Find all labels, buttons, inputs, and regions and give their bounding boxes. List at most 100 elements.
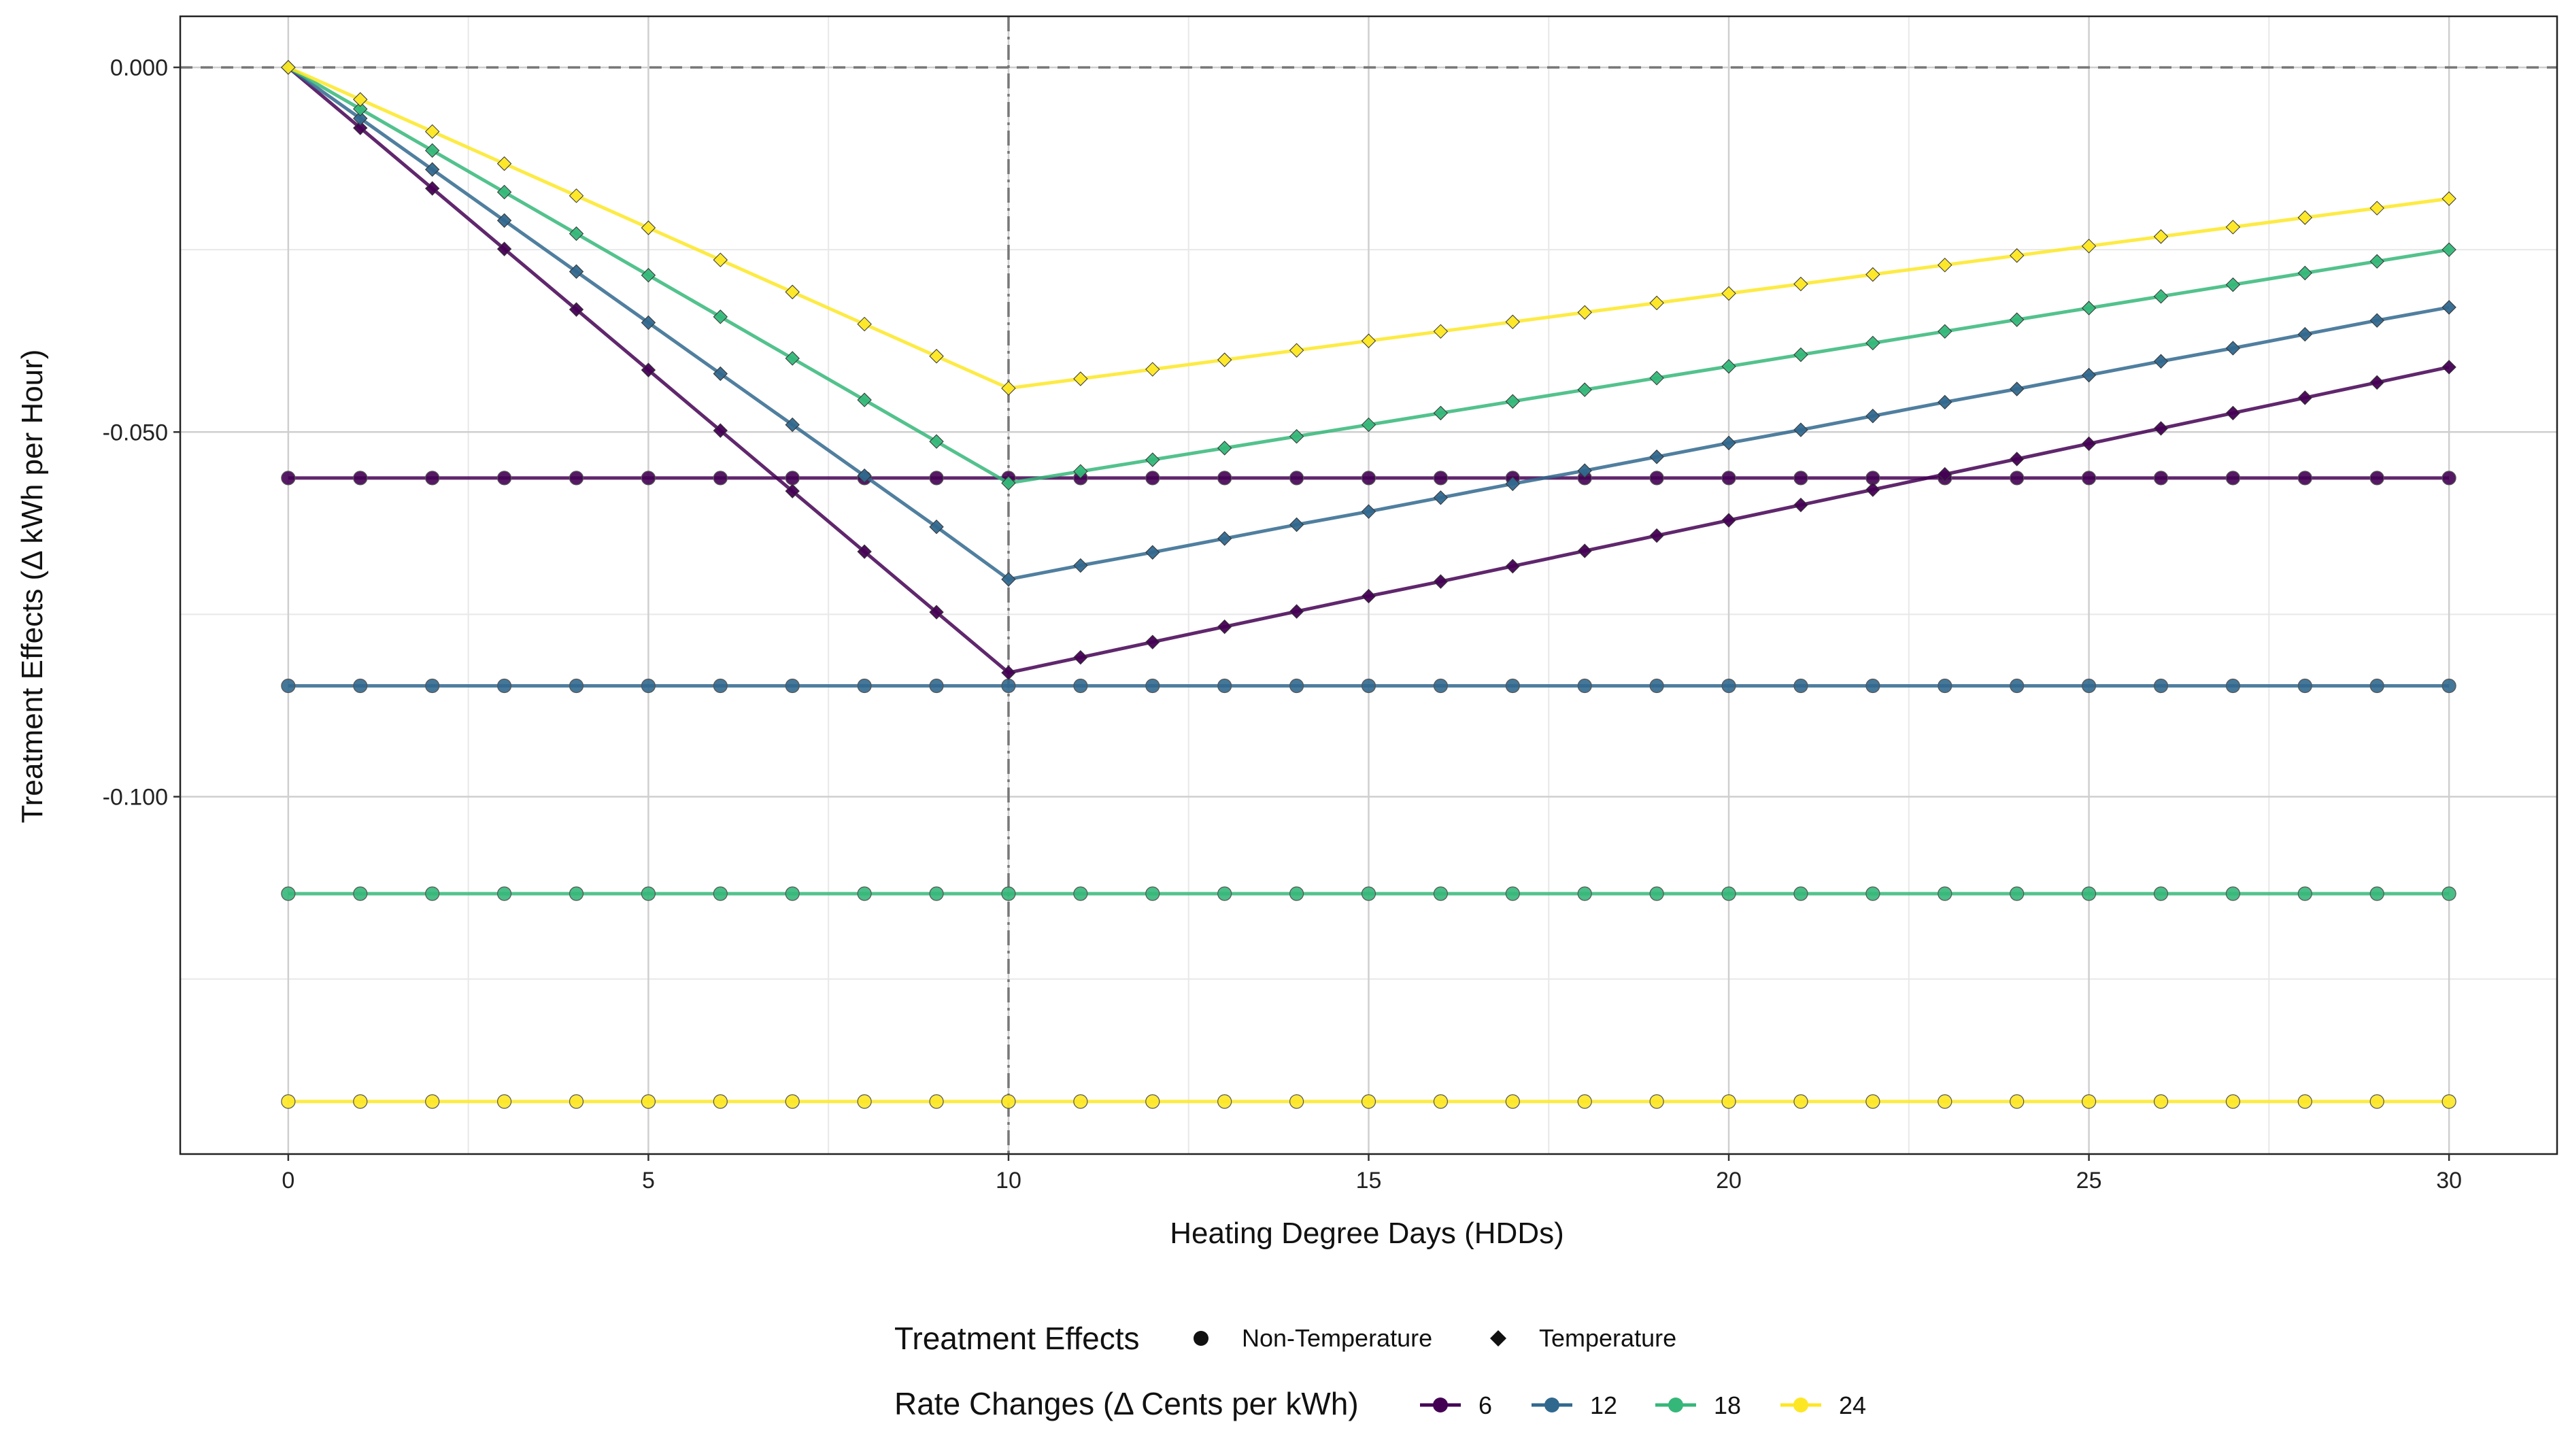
data-point-diamond <box>2081 239 2097 254</box>
reference-lines <box>180 16 2557 1154</box>
data-point-diamond <box>1505 558 1521 574</box>
data-point-diamond <box>2441 300 2456 315</box>
data-point-diamond <box>281 60 296 75</box>
legend-shape-label: Non-Temperature <box>1242 1324 1432 1352</box>
data-point-circle <box>1721 678 1736 694</box>
data-point-circle <box>1361 886 1376 901</box>
data-point-diamond <box>1217 441 1232 456</box>
data-point-diamond <box>713 309 728 324</box>
data-point-diamond <box>353 101 368 116</box>
data-point-diamond <box>1577 543 1592 558</box>
data-point-diamond <box>785 417 800 433</box>
data-point-circle <box>713 678 728 694</box>
data-point-diamond <box>929 434 944 449</box>
data-point-circle <box>1145 678 1160 694</box>
data-point-diamond <box>2441 191 2456 206</box>
data-point-circle <box>785 1094 800 1109</box>
data-point-circle <box>641 1094 656 1109</box>
data-point-circle <box>2153 1094 2169 1109</box>
x-tick-label: 10 <box>996 1168 1021 1193</box>
y-tick-label: -0.100 <box>103 785 168 811</box>
data-point-diamond <box>2441 360 2456 375</box>
data-point-circle <box>281 471 296 486</box>
data-point-diamond <box>2225 341 2241 356</box>
data-point-circle <box>713 886 728 901</box>
data-point-circle <box>353 1094 368 1109</box>
data-point-diamond <box>1289 517 1304 532</box>
data-point-circle <box>1649 678 1664 694</box>
data-point-circle <box>785 886 800 901</box>
data-point-circle <box>569 1094 584 1109</box>
data-point-diamond <box>929 605 944 620</box>
data-point-circle <box>1001 886 1016 901</box>
data-point-circle <box>929 678 944 694</box>
data-point-diamond <box>1938 324 1952 339</box>
data-point-diamond <box>2297 326 2313 342</box>
data-point-diamond <box>1289 343 1304 358</box>
data-point-circle <box>1289 678 1304 694</box>
data-point-diamond <box>857 392 872 407</box>
data-point-circle <box>425 471 440 486</box>
axis-ticks: 0 5 10 15 20 25 30 0.000 -0.050 -0.100 <box>103 55 2462 1193</box>
data-point-diamond <box>496 184 512 200</box>
x-tick-label: 5 <box>642 1168 655 1193</box>
data-point-diamond <box>1073 558 1088 573</box>
data-point-diamond <box>1649 371 1664 386</box>
data-point-circle <box>1938 1094 1952 1109</box>
data-point-diamond <box>641 362 656 377</box>
data-point-diamond <box>1721 359 1736 374</box>
legend-circle-icon <box>1194 1331 1208 1346</box>
data-point-circle <box>1793 1094 1808 1109</box>
series-temperature-18 <box>281 60 2456 491</box>
data-point-diamond <box>569 302 584 317</box>
data-point-diamond <box>713 252 728 267</box>
data-point-diamond <box>1289 604 1304 619</box>
legend-color-point <box>1668 1398 1683 1412</box>
data-point-diamond <box>2081 436 2097 452</box>
data-point-circle <box>1001 678 1016 694</box>
data-point-diamond <box>1217 531 1232 546</box>
data-point-diamond <box>424 124 440 139</box>
data-point-diamond <box>1073 371 1088 386</box>
data-point-diamond <box>1505 394 1521 409</box>
data-point-circle <box>1793 471 1808 486</box>
data-point-diamond <box>2153 229 2169 244</box>
x-tick-label: 0 <box>282 1168 294 1193</box>
data-point-diamond <box>1793 422 1808 437</box>
series-non-temperature-6 <box>281 471 2456 486</box>
data-point-diamond <box>1001 572 1016 587</box>
data-point-diamond <box>2297 265 2313 281</box>
data-point-diamond <box>2225 405 2241 421</box>
data-point-circle <box>1289 471 1304 486</box>
data-point-diamond <box>1001 665 1016 680</box>
data-point-diamond <box>2153 289 2169 304</box>
data-point-diamond <box>1793 347 1808 362</box>
data-point-circle <box>1938 678 1952 694</box>
data-point-circle <box>425 1094 440 1109</box>
data-point-circle <box>2081 1094 2097 1109</box>
data-point-circle <box>641 471 656 486</box>
data-point-circle <box>1361 1094 1376 1109</box>
data-point-circle <box>1001 1094 1016 1109</box>
data-point-circle <box>641 886 656 901</box>
data-point-diamond <box>2369 254 2384 269</box>
data-point-diamond <box>353 120 368 135</box>
data-point-circle <box>1073 886 1088 901</box>
legend-color-label: 12 <box>1590 1391 1617 1419</box>
data-point-diamond <box>1577 382 1592 397</box>
data-point-circle <box>2153 678 2169 694</box>
legend-color-point <box>1793 1398 1808 1412</box>
data-point-circle <box>2010 471 2025 486</box>
data-point-circle <box>2297 678 2312 694</box>
data-point-diamond <box>641 220 656 235</box>
data-point-circle <box>2441 471 2456 486</box>
data-point-circle <box>1145 1094 1160 1109</box>
data-point-diamond <box>1577 463 1592 478</box>
data-point-diamond <box>1649 295 1664 311</box>
data-point-diamond <box>496 241 512 256</box>
data-point-circle <box>785 678 800 694</box>
y-axis-title: Treatment Effects (Δ kWh per Hour) <box>16 350 49 824</box>
x-tick-label: 20 <box>1716 1168 1742 1193</box>
data-point-circle <box>1217 678 1232 694</box>
